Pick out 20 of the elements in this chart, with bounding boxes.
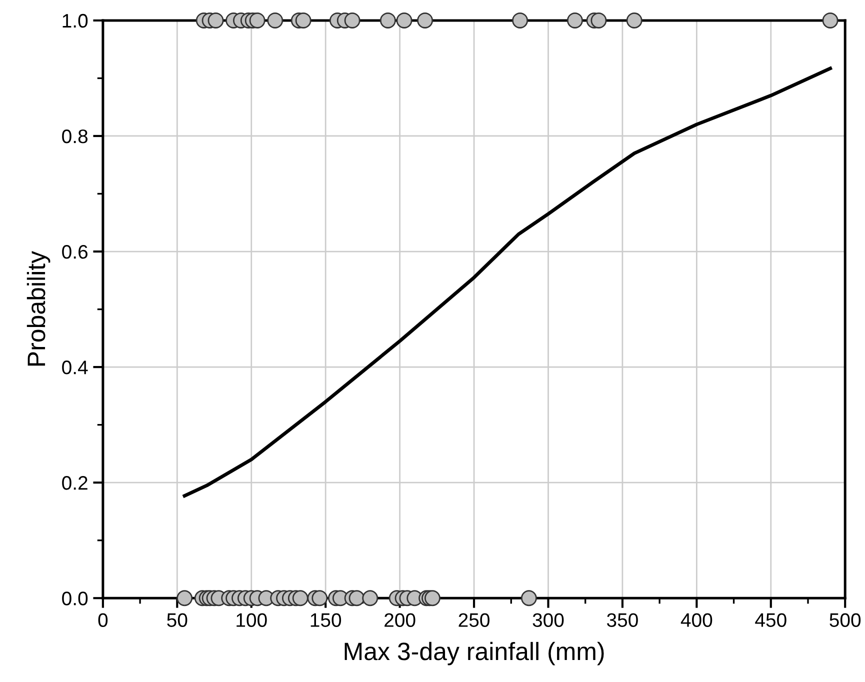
x-tick-label: 200 (384, 613, 416, 627)
x-tick-label: 450 (755, 613, 786, 627)
x-axis-title: Max 3-day rainfall (mm) (344, 642, 604, 666)
x-tick-label: 150 (310, 613, 342, 627)
x-tick-label: 0 (98, 613, 108, 627)
y-tick-label: 0.6 (62, 244, 88, 259)
y-tick-label: 0.8 (62, 129, 88, 144)
y-tick-label: 0.2 (62, 476, 88, 490)
x-tick-label: 350 (606, 613, 638, 627)
x-tick-label: 50 (167, 613, 188, 627)
x-tick-label: 300 (532, 613, 564, 627)
y-tick-label: 0.4 (62, 360, 88, 374)
y-tick-label: 1.0 (62, 14, 88, 28)
x-tick-label: 400 (680, 613, 712, 627)
x-tick-label: 500 (830, 613, 861, 627)
line-series (182, 66, 832, 498)
x-tick-label: 100 (236, 613, 267, 627)
y-tick-label: 0.0 (62, 592, 88, 606)
x-tick-label: 250 (458, 613, 490, 627)
y-axis-title: Probability (26, 250, 50, 366)
